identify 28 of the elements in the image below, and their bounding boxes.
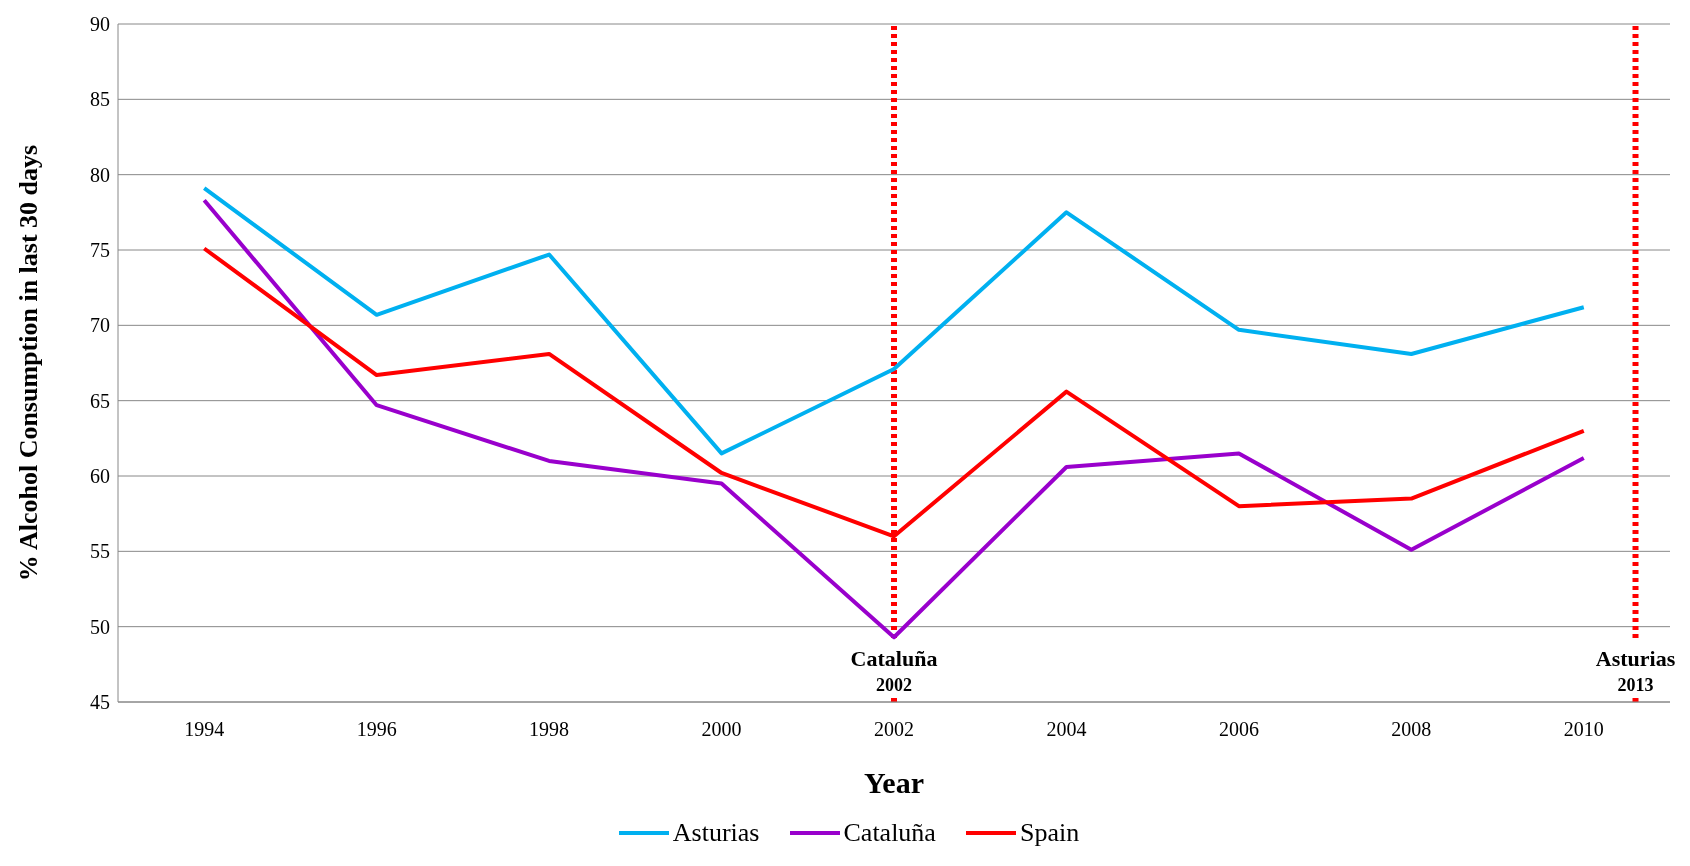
x-tick-label: 1996 [356, 718, 397, 741]
legend-label: Cataluña [843, 818, 936, 848]
y-tick-label: 70 [90, 314, 110, 337]
ref-line-label: Asturias 2013 [1595, 646, 1676, 695]
y-tick-label: 60 [90, 465, 110, 488]
y-tick-label: 90 [90, 13, 110, 36]
x-tick-label: 2006 [1218, 718, 1259, 741]
x-tick-label: 2004 [1046, 718, 1087, 741]
x-tick-label: 1994 [184, 718, 225, 741]
x-axis-title: Year [864, 766, 924, 800]
legend-label: Asturias [672, 818, 760, 848]
y-tick-label: 75 [90, 239, 110, 262]
line-series [202, 198, 1586, 640]
legend-label: Spain [1019, 818, 1080, 848]
y-tick-label: 80 [90, 163, 110, 186]
y-tick-label: 55 [90, 540, 110, 563]
y-tick-label: 50 [90, 615, 110, 638]
ref-line-label: Cataluña 2002 [850, 646, 938, 695]
x-tick-label: 2002 [874, 718, 914, 741]
y-tick-label: 85 [90, 88, 110, 111]
line-series [202, 186, 1586, 456]
x-tick-label: 2000 [701, 718, 742, 741]
x-tick-label: 2008 [1391, 718, 1432, 741]
x-tick-label: 1998 [529, 718, 570, 741]
y-axis-title: % Alcohol Consumption in last 30 days [14, 144, 44, 582]
y-tick-label: 45 [90, 691, 110, 714]
x-tick-label: 2010 [1563, 718, 1604, 741]
y-tick-label: 65 [90, 389, 110, 412]
